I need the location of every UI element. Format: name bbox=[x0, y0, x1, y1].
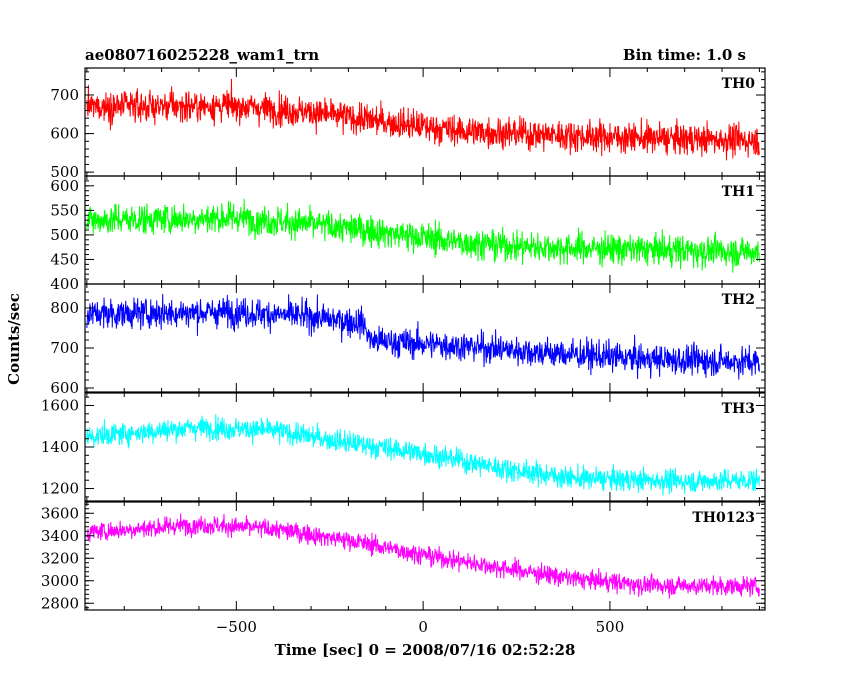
series-line-th0123 bbox=[86, 513, 760, 599]
y-tick-label: 500 bbox=[50, 226, 79, 244]
y-tick-label: 550 bbox=[50, 201, 79, 219]
x-axis-label: Time [sec] 0 = 2008/07/16 02:52:28 bbox=[275, 641, 576, 659]
panel-frame bbox=[84, 283, 766, 393]
panel-th0123: 2800 3000 3200 3400 3600 TH0123 bbox=[41, 501, 766, 612]
y-tick-label: 3200 bbox=[41, 549, 79, 567]
series-line-th1 bbox=[86, 198, 760, 273]
y-tick-label: 600 bbox=[50, 125, 79, 143]
y-tick-label: 700 bbox=[50, 339, 79, 357]
panel-th0: 500 600 700 TH0 bbox=[50, 67, 766, 181]
y-tick-label: 1400 bbox=[41, 438, 79, 456]
panel-label: TH1 bbox=[722, 184, 755, 200]
panel-label: TH3 bbox=[722, 401, 755, 417]
y-tick-label: 3600 bbox=[41, 504, 79, 522]
series-line-th2 bbox=[86, 293, 760, 380]
y-tick-label: 2800 bbox=[41, 594, 79, 612]
y-tick-label: 3000 bbox=[41, 572, 79, 590]
panel-th3: 1200 1400 1600 TH3 bbox=[41, 392, 766, 502]
y-tick-label: 450 bbox=[50, 250, 79, 268]
panel-frame bbox=[84, 175, 766, 285]
y-tick-label: 500 bbox=[50, 163, 79, 181]
y-tick-label: 1200 bbox=[41, 480, 79, 498]
y-tick-label: 400 bbox=[50, 275, 79, 293]
y-tick-label: 700 bbox=[50, 86, 79, 104]
panel-th2: 600 700 800 TH2 bbox=[50, 283, 766, 397]
bin-time-label: Bin time: 1.0 s bbox=[623, 46, 746, 64]
y-tick-label: 600 bbox=[50, 177, 79, 195]
y-tick-label: 600 bbox=[50, 379, 79, 397]
y-tick-label: 3400 bbox=[41, 527, 79, 545]
x-tick-label: 0 bbox=[418, 618, 428, 636]
panel-th1: 400 450 500 550 600 TH1 bbox=[50, 175, 766, 293]
chart-title: ae080716025228_wam1_trn bbox=[85, 46, 319, 64]
panel-label: TH0 bbox=[722, 76, 756, 92]
y-tick-label: 1600 bbox=[41, 396, 79, 414]
series-line-th3 bbox=[86, 413, 760, 496]
series-line-th0 bbox=[86, 78, 760, 161]
panel-label: TH2 bbox=[722, 292, 755, 308]
y-tick-label: 800 bbox=[50, 299, 79, 317]
x-tick-label: 500 bbox=[596, 618, 625, 636]
y-axis-label: Counts/sec bbox=[5, 293, 23, 385]
panel-label: TH0123 bbox=[692, 510, 755, 526]
panel-frame bbox=[84, 501, 766, 611]
x-tick-label: −500 bbox=[216, 618, 257, 636]
